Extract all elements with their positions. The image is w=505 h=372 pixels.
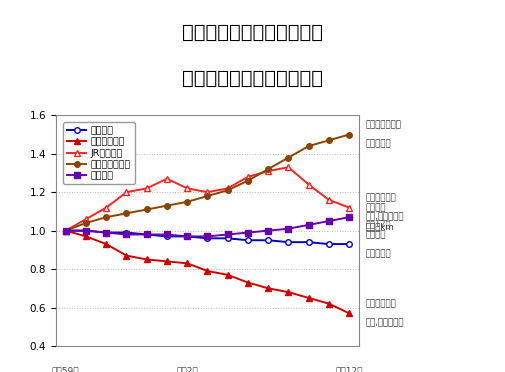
Text: 平成12年: 平成12年	[335, 366, 362, 372]
Text: 自動車保有台数: 自動車保有台数	[365, 121, 400, 130]
Text: ９１６km: ９１６km	[365, 222, 393, 231]
Text: 平成2年: 平成2年	[176, 366, 197, 372]
Text: １９,６６５千人: １９,６６５千人	[365, 318, 403, 327]
Text: 平成12年: 平成12年	[365, 219, 390, 228]
Text: ２０３千台: ２０３千台	[365, 140, 390, 148]
Text: ２０３千人: ２０３千人	[365, 249, 390, 258]
Text: ＪＲ利用者数: ＪＲ利用者数	[365, 194, 395, 203]
Text: バス利用者数: バス利用者数	[365, 299, 395, 308]
Text: 道路延長: 道路延長	[365, 203, 385, 212]
Legend: 居住人口, バス利用者数, JR利用者数, 自動車保有台数, 道路延長: 居住人口, バス利用者数, JR利用者数, 自動車保有台数, 道路延長	[63, 122, 134, 185]
Text: 減少する公共交通利用者数: 減少する公共交通利用者数	[182, 69, 323, 88]
Text: 高い自動車保有台数伸び率: 高い自動車保有台数伸び率	[182, 23, 323, 42]
Text: 昭和59年: 昭和59年	[52, 366, 79, 372]
Text: １０,５０８千人: １０,５０８千人	[365, 212, 403, 221]
Text: 居住人口: 居住人口	[365, 230, 385, 239]
